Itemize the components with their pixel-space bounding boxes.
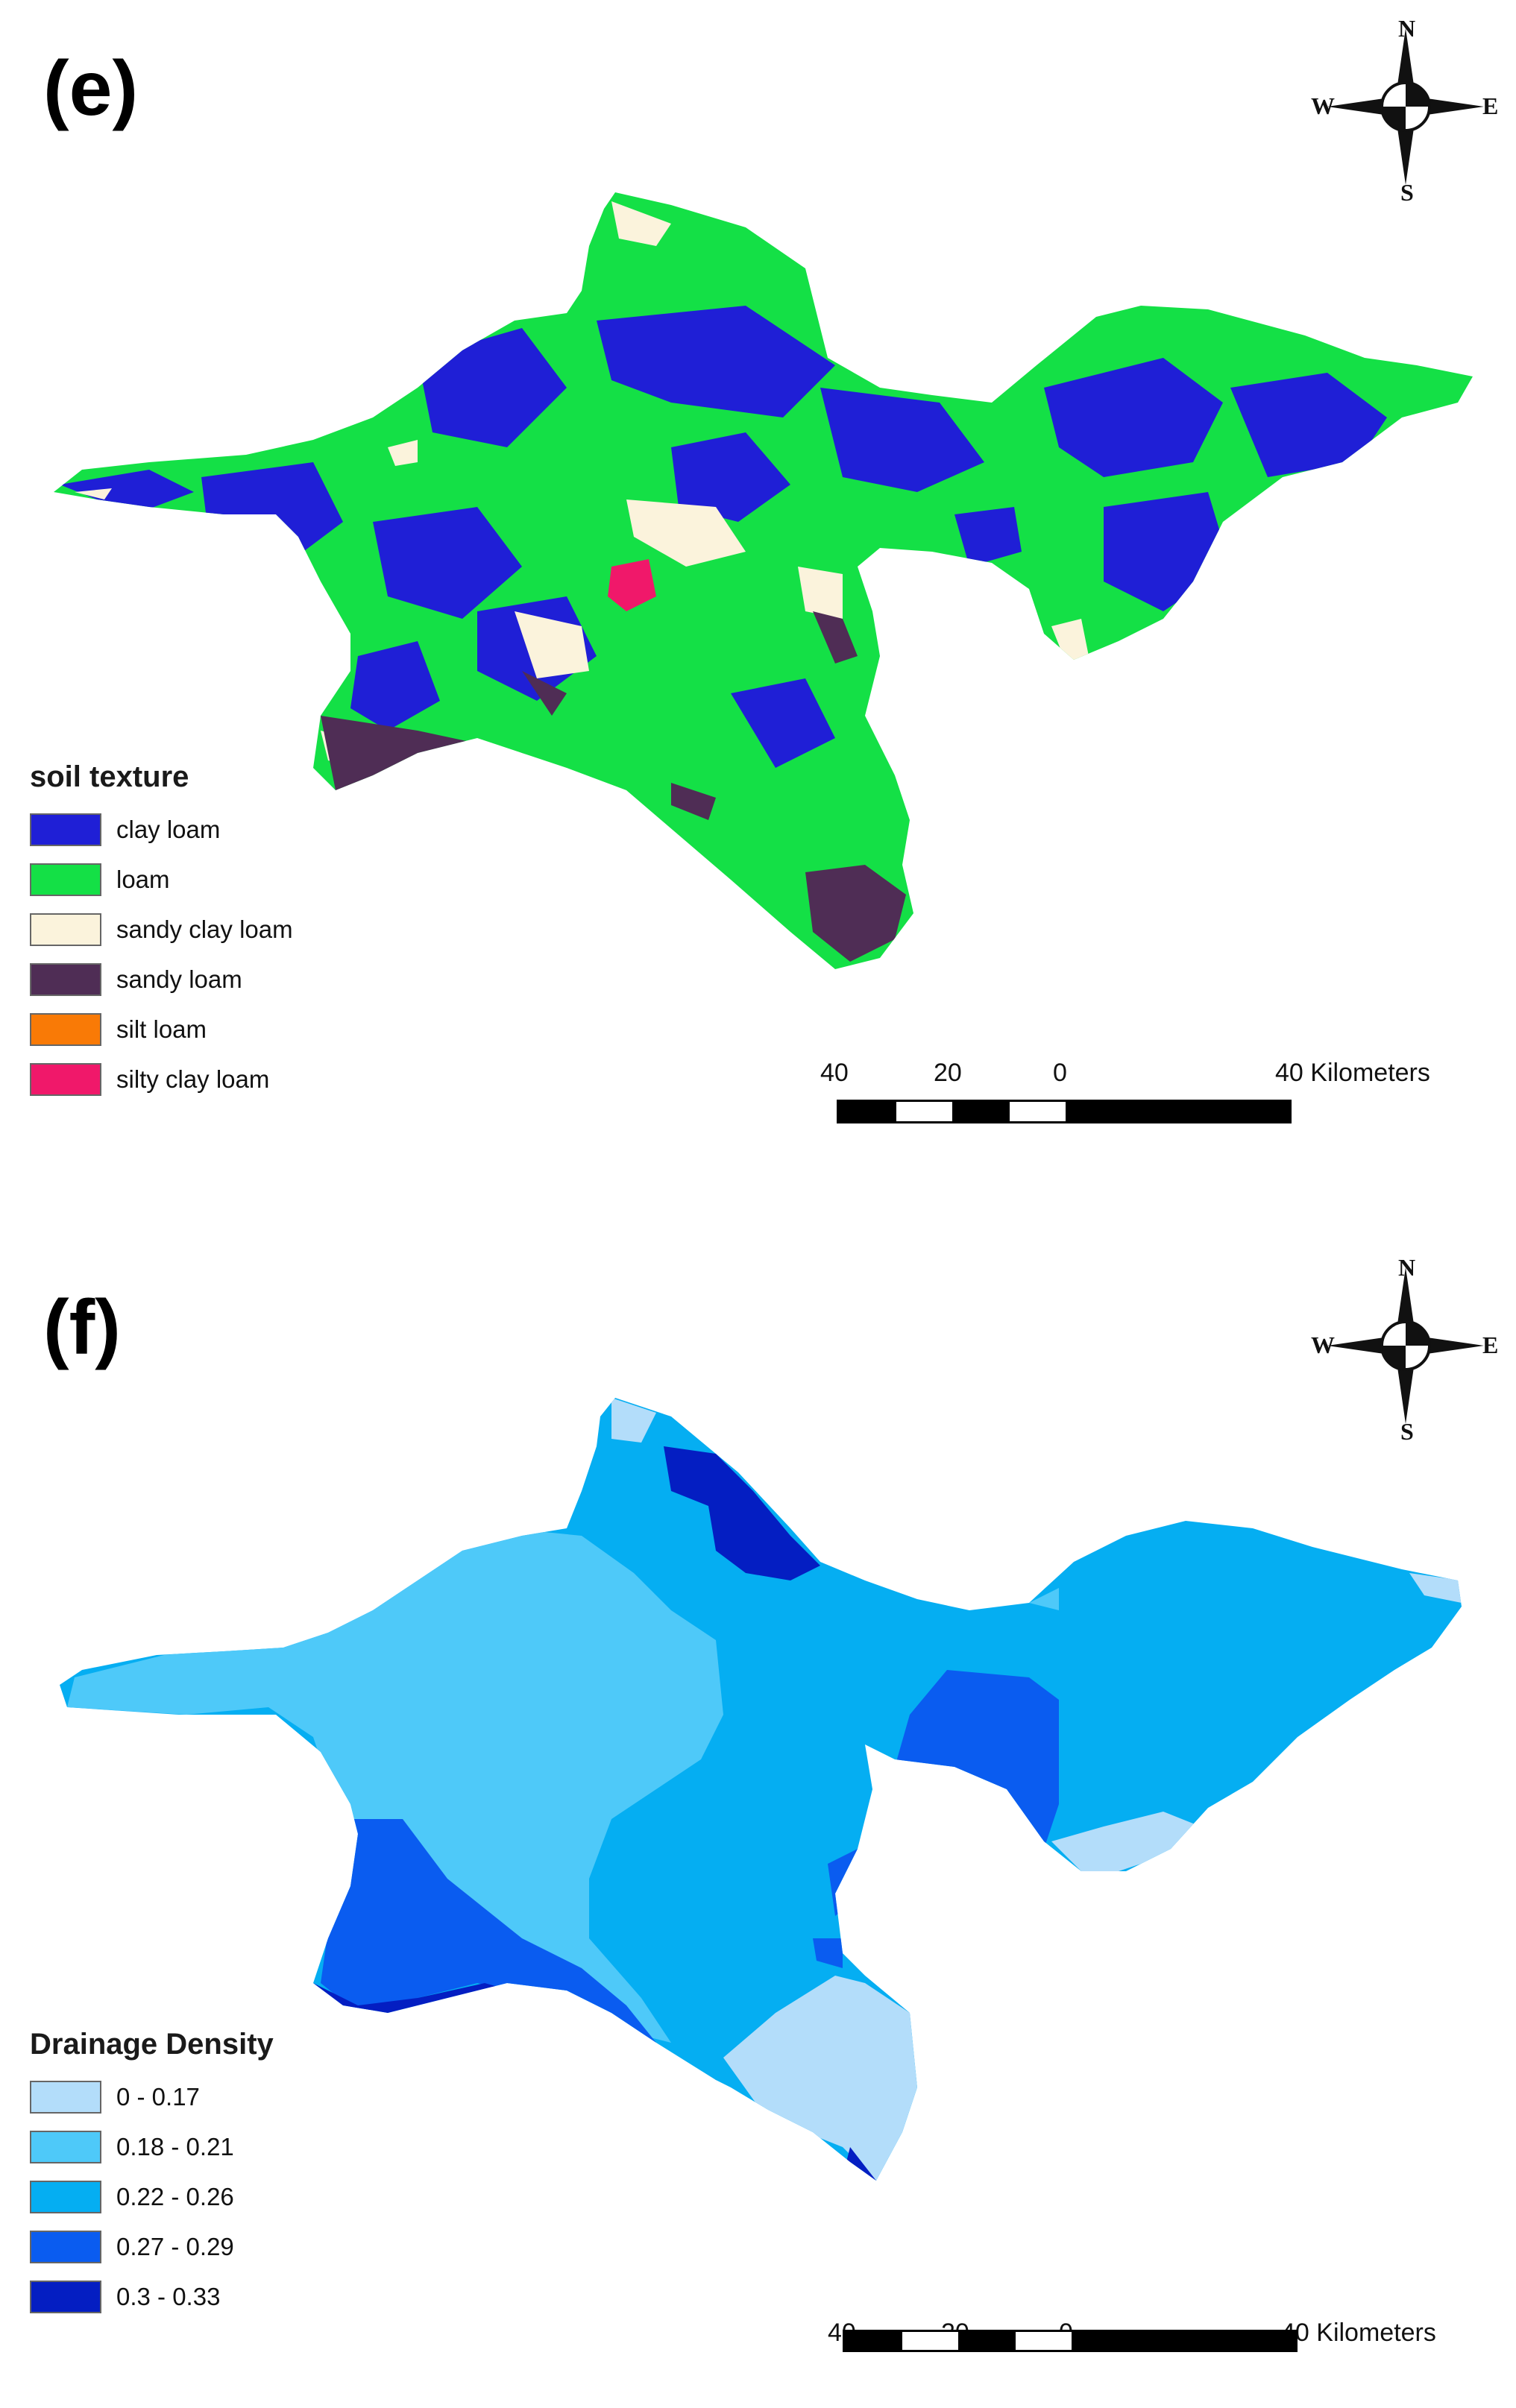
legend-label: sandy clay loam (116, 915, 293, 943)
legend-swatch (30, 2080, 101, 2114)
legend-label: sandy loam (116, 965, 242, 993)
legend-label: silty clay loam (116, 1065, 270, 1093)
legend-drainage-density: Drainage Density 0 - 0.17 0.18 - 0.21 0.… (30, 2028, 274, 2322)
legend-swatch (30, 2280, 101, 2313)
compass-w: W (1311, 1331, 1335, 1358)
compass-s: S (1400, 1418, 1414, 1445)
panel-label-e: (e) (43, 45, 139, 132)
legend-label: 0.22 - 0.26 (116, 2182, 234, 2210)
legend-label: clay loam (116, 815, 221, 843)
north-arrow-compass-icon: N S W E (1311, 15, 1498, 206)
legend-label: 0.18 - 0.21 (116, 2132, 234, 2160)
legend-soil-texture: soil texture clay loam loam sandy clay l… (30, 760, 293, 1104)
legend-swatch (30, 2180, 101, 2213)
scale-end-label: 40 Kilometers (1281, 2319, 1436, 2347)
panel-label-f-text: (f) (43, 1285, 121, 1371)
legend-swatch (30, 913, 101, 946)
legend-swatch (30, 813, 101, 846)
legend-label: silt loam (116, 1015, 207, 1043)
legend-title: soil texture (30, 760, 189, 793)
legend-item: clay loam (30, 804, 293, 854)
scale-bar: 40 20 0 40 Kilometers (813, 1059, 1484, 1148)
compass-e: E (1482, 92, 1499, 119)
map-panel-drainage-density (0, 0, 1516, 2181)
legend-label: 0.27 - 0.29 (116, 2232, 234, 2260)
legend-swatch (30, 2130, 101, 2163)
legend-label: loam (116, 865, 170, 893)
north-arrow-compass-icon: N S W E (1311, 1254, 1498, 1445)
legend-swatch (30, 1012, 101, 1046)
legend-swatch (30, 962, 101, 996)
legend-item: sandy loam (30, 954, 293, 1004)
legend-label: 0 - 0.17 (116, 2082, 200, 2111)
compass-s: S (1400, 179, 1414, 206)
legend-item: 0 - 0.17 (30, 2072, 274, 2122)
scale-end-label: 40 Kilometers (1275, 1059, 1430, 1087)
legend-item: 0.3 - 0.33 (30, 2272, 274, 2322)
legend-title: Drainage Density (30, 2028, 274, 2061)
legend-swatch (30, 1062, 101, 1096)
legend-item: 0.18 - 0.21 (30, 2122, 274, 2172)
scale-bar-graphic (843, 2330, 1298, 2352)
legend-item: 0.27 - 0.29 (30, 2222, 274, 2272)
legend-item: silt loam (30, 1004, 293, 1054)
legend-swatch (30, 863, 101, 896)
legend-swatch (30, 2230, 101, 2263)
legend-item: sandy clay loam (30, 904, 293, 954)
scale-tick: 20 (934, 1059, 962, 1087)
legend-item: silty clay loam (30, 1054, 293, 1104)
soil-texture-map (54, 192, 1473, 969)
compass-n: N (1398, 1254, 1416, 1281)
scale-bar-graphic (837, 1100, 1292, 1123)
compass-n: N (1398, 15, 1416, 42)
compass-w: W (1311, 92, 1335, 119)
map-panel-soil-texture: (e) N S W E soil texture clay loam loam … (0, 0, 1516, 1178)
scale-tick: 0 (1053, 1059, 1067, 1087)
compass-e: E (1482, 1331, 1499, 1358)
legend-item: 0.22 - 0.26 (30, 2172, 274, 2222)
legend-item: loam (30, 854, 293, 904)
legend-label: 0.3 - 0.33 (116, 2282, 221, 2310)
scale-tick: 40 (820, 1059, 849, 1087)
